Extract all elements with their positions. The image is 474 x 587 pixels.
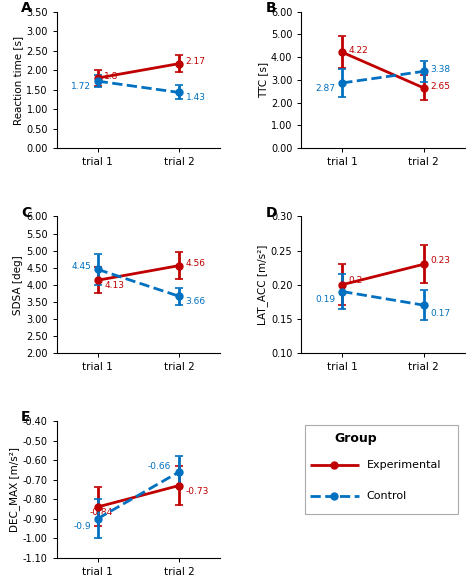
Text: 4.13: 4.13 xyxy=(104,281,124,290)
Text: B: B xyxy=(265,1,276,15)
Text: A: A xyxy=(21,1,32,15)
Text: 4.45: 4.45 xyxy=(71,262,91,271)
Text: -0.84: -0.84 xyxy=(90,508,113,517)
Y-axis label: Reaction time [s]: Reaction time [s] xyxy=(13,35,23,124)
Text: Experimental: Experimental xyxy=(367,460,441,470)
Text: 2.65: 2.65 xyxy=(430,82,450,90)
Text: -0.73: -0.73 xyxy=(186,487,209,496)
Text: 4.56: 4.56 xyxy=(186,259,206,268)
Y-axis label: SDSA [deg]: SDSA [deg] xyxy=(13,255,23,315)
Text: -0.66: -0.66 xyxy=(147,461,171,471)
Text: 4.22: 4.22 xyxy=(349,46,368,55)
Text: 0.23: 0.23 xyxy=(430,257,450,265)
Text: 0.2: 0.2 xyxy=(349,276,363,285)
Text: Control: Control xyxy=(367,491,407,501)
FancyBboxPatch shape xyxy=(305,425,458,514)
Text: E: E xyxy=(21,410,30,424)
Text: 3.38: 3.38 xyxy=(430,65,450,74)
Y-axis label: LAT_ACC [m/s²]: LAT_ACC [m/s²] xyxy=(257,245,268,325)
Text: C: C xyxy=(21,205,31,220)
Text: 1.72: 1.72 xyxy=(71,82,91,91)
Text: 2.17: 2.17 xyxy=(186,57,206,66)
Y-axis label: DEC_MAX [m/s²]: DEC_MAX [m/s²] xyxy=(9,447,20,532)
Text: 1.43: 1.43 xyxy=(186,93,206,102)
Text: D: D xyxy=(265,205,277,220)
Text: 0.19: 0.19 xyxy=(316,295,336,304)
Text: -0.9: -0.9 xyxy=(73,522,91,531)
Text: 1.8: 1.8 xyxy=(104,72,118,80)
Y-axis label: TTC [s]: TTC [s] xyxy=(258,62,268,98)
Text: 2.87: 2.87 xyxy=(316,84,336,93)
Text: Group: Group xyxy=(334,432,377,445)
Text: 3.66: 3.66 xyxy=(186,297,206,306)
Text: 0.17: 0.17 xyxy=(430,309,450,318)
